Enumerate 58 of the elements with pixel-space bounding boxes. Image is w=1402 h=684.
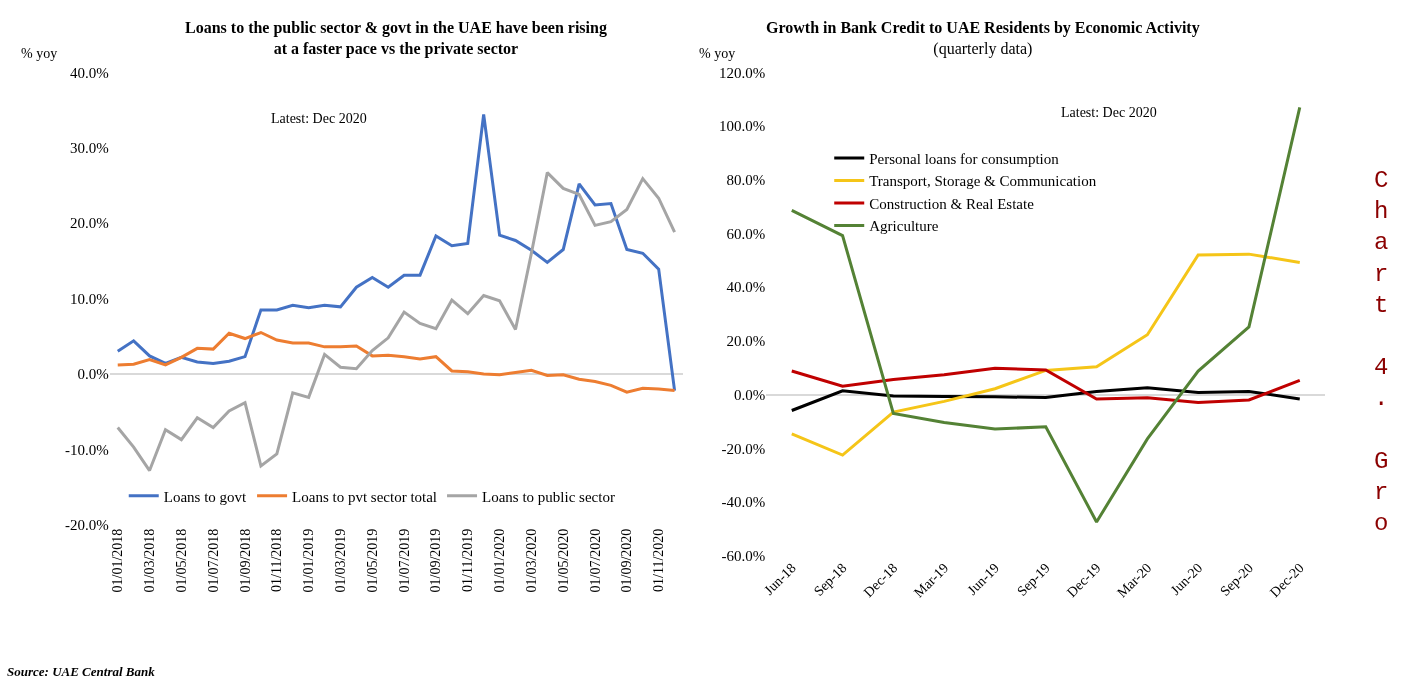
y-tick-label: -10.0% [65,441,109,458]
y-tick-label: 100.0% [719,118,766,135]
chart-title: Loans to the public sector & govt in the UAE have been rising at a faster pace vs the private sector [185,19,607,58]
y-axis-title: % yoy [699,46,736,61]
y-tick-label: 60.0% [726,225,766,242]
x-tick-label: 01/01/2018 [110,528,126,593]
x-tick-label: 01/09/2019 [428,528,444,593]
x-tick-label: 01/07/2019 [396,528,412,593]
y-tick-label: 30.0% [70,139,109,156]
x-tick-label: 01/05/2019 [364,528,380,593]
x-tick-label: 01/11/2018 [269,528,285,592]
y-axis-title: % yoy [21,46,58,61]
y-tick-label: -60.0% [721,548,766,565]
x-tick-label: 01/07/2020 [587,528,603,593]
y-tick-label: -20.0% [721,440,766,457]
y-tick-label: 80.0% [726,171,766,188]
y-tick-label: 40.0% [726,279,766,296]
y-tick-label: -20.0% [65,517,109,534]
chart-subtitle: (quarterly data) [933,39,1033,58]
line-series [116,113,677,393]
annotation: Latest: Dec 2020 [1061,105,1157,120]
source-note: Source: UAE Central Bank [7,664,156,679]
line-series [116,331,677,394]
x-tick-label: 01/03/2019 [333,528,349,593]
y-tick-label: 120.0% [719,64,766,81]
x-tick-label: 01/07/2018 [205,528,221,593]
y-tick-label: -40.0% [721,494,766,511]
x-tick-label: 01/05/2020 [555,528,571,593]
annotation: Latest: Dec 2020 [271,111,367,126]
x-tick-label: 01/03/2020 [523,528,539,593]
y-tick-label: 20.0% [726,333,766,350]
legend-label: Transport, Storage & Communication [869,173,1097,190]
line-series [790,105,1302,524]
x-tick-label: 01/09/2018 [237,528,253,593]
y-tick-label: 40.0% [70,64,109,81]
x-tick-label: 01/05/2018 [173,528,189,593]
legend-label: Loans to public sector [482,488,615,505]
legend-label: Personal loans for consumption [869,150,1060,167]
y-tick-label: 0.0% [77,366,109,383]
x-tick-label: 01/01/2019 [301,528,317,593]
x-tick-label: 01/09/2020 [619,528,635,593]
line-series [116,171,677,473]
y-tick-label: 10.0% [70,290,109,307]
legend-label: Loans to govt [163,488,248,505]
legend-label: Agriculture [869,218,939,235]
x-tick-label: 01/11/2020 [651,528,667,592]
x-tick-label: 01/11/2019 [460,528,476,592]
line-series [790,252,1302,457]
line-series [790,366,1302,404]
y-tick-label: 20.0% [70,215,109,232]
text: Chart 4. Gro [1374,167,1389,538]
x-tick-label: 01/03/2018 [142,528,158,593]
legend-label: Loans to pvt sector total [292,488,438,505]
chart-title: Growth in Bank Credit to UAE Residents by Economic Activity [766,19,1200,37]
line-series [790,386,1302,412]
legend-label: Construction & Real Estate [869,195,1035,212]
x-tick-label: 01/01/2020 [492,528,508,593]
y-tick-label: 0.0% [734,386,766,403]
